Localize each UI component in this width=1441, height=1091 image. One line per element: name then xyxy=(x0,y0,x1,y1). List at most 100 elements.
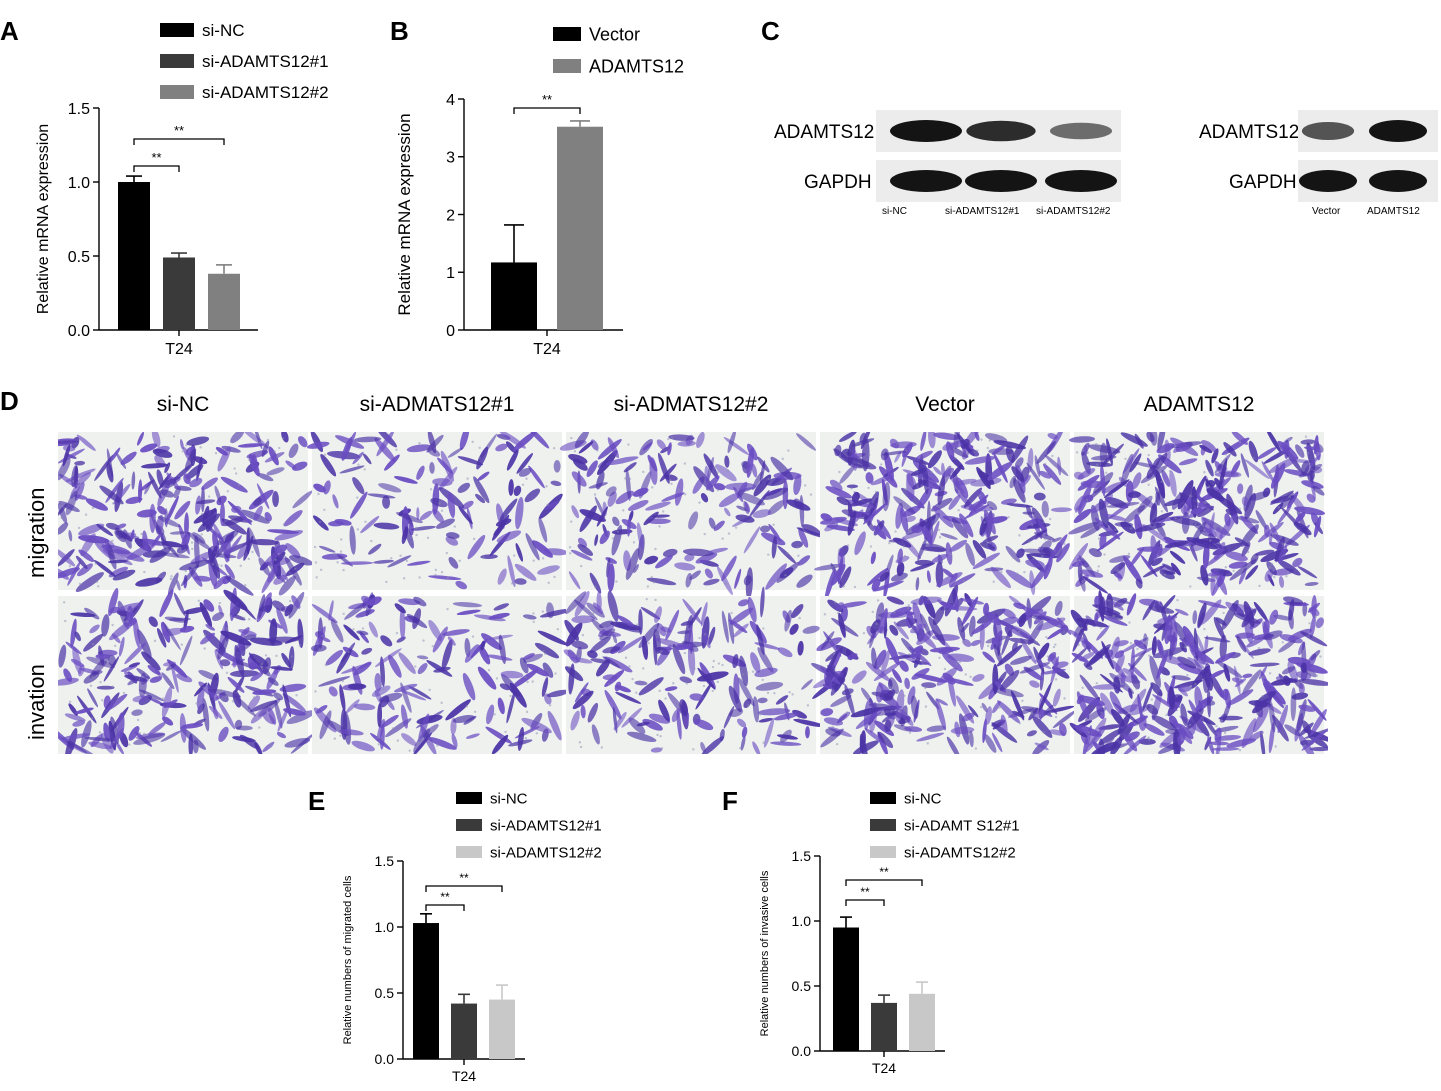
bar xyxy=(557,126,603,330)
chart-f: si-NC si-ADAMT S12#1 si-ADAMTS12#2 0.0 0.5 1.… xyxy=(759,790,1020,1076)
blot-lane-label: si-ADAMTS12#2 xyxy=(1036,206,1111,217)
y-axis-label: Relative numbers of invasive cells xyxy=(759,870,771,1036)
y-tick-label: 3 xyxy=(446,150,455,167)
bar xyxy=(871,1002,897,1051)
blot-lane-label: si-NC xyxy=(882,206,907,217)
significance-bracket: ** xyxy=(133,123,225,145)
micrograph-panel xyxy=(563,586,826,754)
legend-swatch xyxy=(870,819,896,831)
y-tick-label: 0 xyxy=(446,323,455,340)
significance-bracket: ** xyxy=(425,871,503,892)
y-axis-label: Relative mRNA expression xyxy=(35,124,52,314)
y-tick-label: 1.0 xyxy=(792,913,812,929)
legend-swatch xyxy=(456,792,482,804)
legend-swatch xyxy=(870,792,896,804)
micrograph-panel xyxy=(311,592,572,754)
legend-label: si-ADAMTS12#1 xyxy=(490,817,602,834)
blot-lane-label: Vector xyxy=(1312,206,1341,217)
bar xyxy=(208,273,240,330)
row-header: invation xyxy=(24,664,49,740)
blot-band xyxy=(1369,120,1427,142)
western-blot-knockdown: ADAMTS12 GAPDH si-NC si-ADAMTS12#1 si-AD… xyxy=(770,100,1130,230)
significance-bracket: ** xyxy=(845,885,885,906)
blot-lane-label: si-ADAMTS12#1 xyxy=(945,206,1020,217)
blot-row-label: GAPDH xyxy=(804,172,872,193)
x-axis-label: T24 xyxy=(872,1060,896,1076)
legend-swatch xyxy=(456,846,482,858)
blot-band xyxy=(890,170,962,192)
panel-label-c: C xyxy=(761,16,780,46)
y-tick-label: 0.0 xyxy=(792,1043,812,1059)
significance-label: ** xyxy=(459,871,469,885)
legend-swatch xyxy=(160,23,194,37)
chart-b: Vector ADAMTS12 0 1 2 3 4 Relative mRNA express… xyxy=(395,24,684,358)
legend-swatch xyxy=(870,846,896,858)
significance-bracket: ** xyxy=(845,865,923,886)
blot-image xyxy=(876,110,1121,202)
blot-band xyxy=(1369,170,1427,192)
micrograph-panel xyxy=(58,432,314,596)
legend-label: si-ADAMTS12#2 xyxy=(490,844,602,861)
bar xyxy=(909,993,935,1051)
micrograph-panel xyxy=(306,432,568,590)
panel-label-e: E xyxy=(308,786,326,816)
legend-swatch xyxy=(160,85,194,99)
legend-label: si-ADAMTS12#2 xyxy=(904,844,1016,861)
legend-label: Vector xyxy=(589,24,640,44)
significance-label: ** xyxy=(860,885,870,899)
significance-label: ** xyxy=(174,123,184,138)
legend-swatch xyxy=(160,54,194,68)
bar xyxy=(833,927,859,1051)
y-tick-label: 0.0 xyxy=(68,323,90,340)
blot-image xyxy=(1298,110,1438,202)
y-tick-label: 1.0 xyxy=(375,919,395,935)
y-axis-label: Relative mRNA expression xyxy=(395,113,414,315)
blot-band xyxy=(1045,170,1117,192)
column-header: si-ADMATS12#1 xyxy=(359,393,515,416)
blot-band xyxy=(1299,170,1357,192)
micrograph-panel xyxy=(811,584,1077,754)
y-tick-label: 1.5 xyxy=(68,101,90,118)
micrograph-panel xyxy=(559,432,828,600)
y-tick-label: 0.0 xyxy=(375,1051,395,1067)
legend-swatch xyxy=(553,59,581,73)
legend-label: ADAMTS12 xyxy=(589,56,684,76)
micrograph-panel xyxy=(1068,432,1326,596)
panel-label-f: F xyxy=(722,786,738,816)
panel-label-b: B xyxy=(390,16,409,46)
column-header: ADAMTS12 xyxy=(1143,393,1255,416)
blot-band xyxy=(965,170,1037,192)
micrograph-panel xyxy=(58,587,316,754)
blot-row-label: GAPDH xyxy=(1229,172,1297,193)
legend-swatch xyxy=(553,27,581,41)
micrograph-panel xyxy=(1069,590,1328,754)
legend-label: si-ADAMTS12#1 xyxy=(202,52,329,71)
y-tick-label: 2 xyxy=(446,207,455,224)
bar xyxy=(489,999,515,1059)
significance-bracket: ** xyxy=(513,92,581,114)
chart-e: si-NC si-ADAMTS12#1 si-ADAMTS12#2 0.0 0.5 1.0… xyxy=(342,790,602,1084)
significance-label: ** xyxy=(440,890,450,904)
column-header: si-ADMATS12#2 xyxy=(613,393,769,416)
legend-label: si-ADAMTS12#2 xyxy=(202,83,329,102)
blot-band xyxy=(1301,122,1355,140)
x-axis-label: T24 xyxy=(165,341,193,358)
panel-label-a: A xyxy=(0,16,19,46)
row-header: migration xyxy=(24,487,49,578)
blot-lane-label: ADAMTS12 xyxy=(1367,206,1420,217)
panel-label-d: D xyxy=(0,386,19,416)
y-tick-label: 1.5 xyxy=(375,853,395,869)
bar xyxy=(118,182,150,330)
blot-band xyxy=(890,120,962,142)
y-tick-label: 0.5 xyxy=(375,985,395,1001)
column-header: si-NC xyxy=(156,393,210,416)
bar xyxy=(451,1003,477,1059)
x-axis-label: T24 xyxy=(452,1068,476,1084)
y-tick-label: 0.5 xyxy=(68,249,90,266)
chart-a: si-NC si-ADAMTS12#1 si-ADAMTS12#2 0.0 0.5 1.0… xyxy=(35,21,329,358)
y-tick-label: 1.0 xyxy=(68,175,90,192)
significance-label: ** xyxy=(879,865,889,879)
legend-swatch xyxy=(456,819,482,831)
micrograph-panel xyxy=(814,432,1072,601)
y-axis-label: Relative numbers of migrated cells xyxy=(342,875,354,1044)
